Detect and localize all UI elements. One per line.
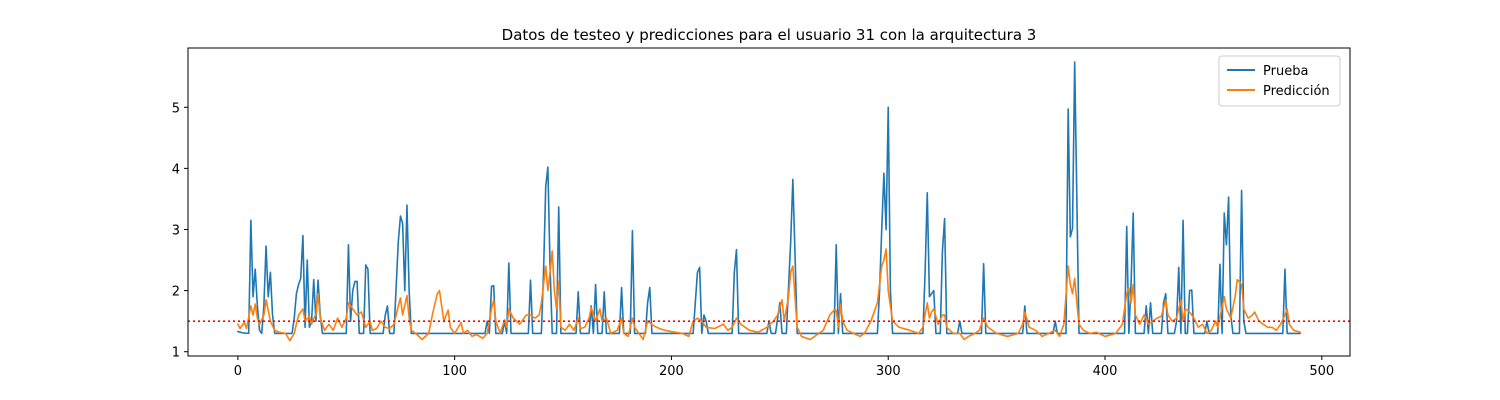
x-tick-label: 500 (1309, 364, 1334, 379)
x-tick-label: 300 (876, 364, 901, 379)
y-tick-label: 2 (172, 285, 180, 300)
y-tick-label: 5 (172, 101, 180, 116)
x-tick-label: 100 (442, 364, 467, 379)
legend-label: Prueba (1263, 64, 1308, 79)
x-tick-label: 200 (659, 364, 684, 379)
series-line-prueba (237, 61, 1301, 335)
legend: Prueba Predicción (1218, 55, 1341, 107)
y-tick-label: 3 (172, 224, 180, 239)
axes: 0 100 200 300 400 500 1 2 3 4 5 (172, 47, 1351, 379)
y-tick-label: 4 (172, 162, 180, 177)
x-tick-label: 0 (234, 364, 242, 379)
axes-frame (187, 47, 1351, 357)
plot-area (188, 61, 1350, 342)
legend-label: Predicción (1263, 84, 1330, 99)
y-tick-label: 1 (172, 346, 180, 361)
chart-title: Datos de testeo y predicciones para el u… (502, 26, 1037, 44)
legend-box (1218, 55, 1341, 107)
x-tick-label: 400 (1093, 364, 1118, 379)
